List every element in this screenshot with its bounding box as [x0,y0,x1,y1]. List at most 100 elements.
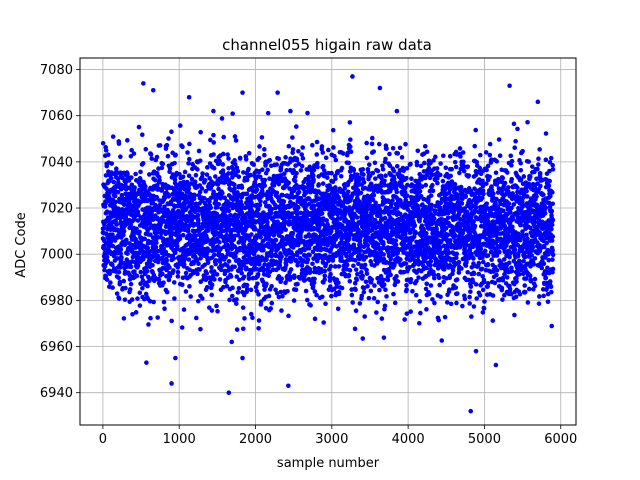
data-point [383,173,388,178]
data-point [262,177,268,183]
data-point [348,137,353,142]
data-point [390,145,396,151]
data-point [274,162,279,167]
data-point [160,271,165,277]
data-point [324,175,330,180]
data-point [148,232,153,237]
data-point [179,282,185,288]
data-point [307,269,313,275]
data-point [235,168,241,174]
data-point [129,297,135,302]
data-point [138,169,143,175]
data-point [403,261,409,266]
data-point [167,274,173,279]
data-point [323,301,328,307]
data-point [382,303,388,309]
data-point [294,171,299,176]
data-point [169,318,174,324]
data-point [111,179,117,185]
data-point [208,195,214,201]
data-point [279,254,284,259]
data-point [139,132,145,138]
data-point [269,283,274,289]
data-point [383,287,388,293]
data-point [295,260,301,265]
data-point [211,140,217,145]
data-point [200,296,205,301]
data-point [212,252,217,258]
data-point [248,287,254,293]
data-point [404,282,409,288]
data-point [408,309,413,314]
data-point [404,193,410,198]
data-point [352,326,358,332]
data-point [228,274,234,279]
data-point [361,172,366,177]
data-point [361,289,367,295]
data-point [467,294,472,300]
data-point [175,264,181,270]
data-point [249,232,254,237]
data-point [292,178,298,184]
data-point [347,144,353,149]
data-point [351,167,357,172]
data-point [424,281,430,287]
data-point [384,146,389,151]
data-point [137,251,142,256]
data-point [241,274,247,280]
data-point [365,283,370,289]
data-point [133,310,139,315]
data-point [354,215,360,220]
data-point [197,267,202,272]
data-point [152,275,158,280]
data-point [197,189,203,195]
data-point [165,237,170,243]
data-point [268,306,274,311]
data-point [135,263,141,269]
data-point [209,282,215,288]
data-point [191,270,196,276]
data-point [217,277,223,282]
data-point [136,124,142,130]
data-point [230,285,235,291]
data-point [217,240,222,245]
data-point [140,160,146,166]
data-point [121,228,127,234]
data-point [362,262,368,268]
data-point [149,156,155,161]
data-point [112,193,118,199]
data-point [182,169,188,175]
data-point [290,135,295,140]
data-point [363,279,369,285]
data-point [157,202,163,208]
data-point [236,174,242,179]
data-point [216,201,222,207]
data-point [175,269,181,275]
data-point [164,257,169,263]
data-point [438,161,443,166]
data-point [430,188,436,194]
data-point [246,150,252,156]
data-point [371,296,377,301]
data-point [185,150,190,155]
data-point [308,303,313,308]
data-point [346,273,352,278]
data-point [328,264,334,269]
data-point [145,283,150,289]
data-point [443,165,449,171]
data-point [288,267,294,272]
data-point [123,285,128,291]
data-point [209,265,214,270]
data-point [196,148,202,154]
data-point [376,141,382,147]
data-point [161,299,167,305]
data-point [315,164,320,170]
data-point [192,179,198,184]
data-point [369,141,375,147]
data-point [372,176,378,181]
data-point [365,243,371,248]
data-point [262,152,267,158]
data-point [100,141,106,146]
data-point [208,276,214,282]
data-point [127,202,133,207]
